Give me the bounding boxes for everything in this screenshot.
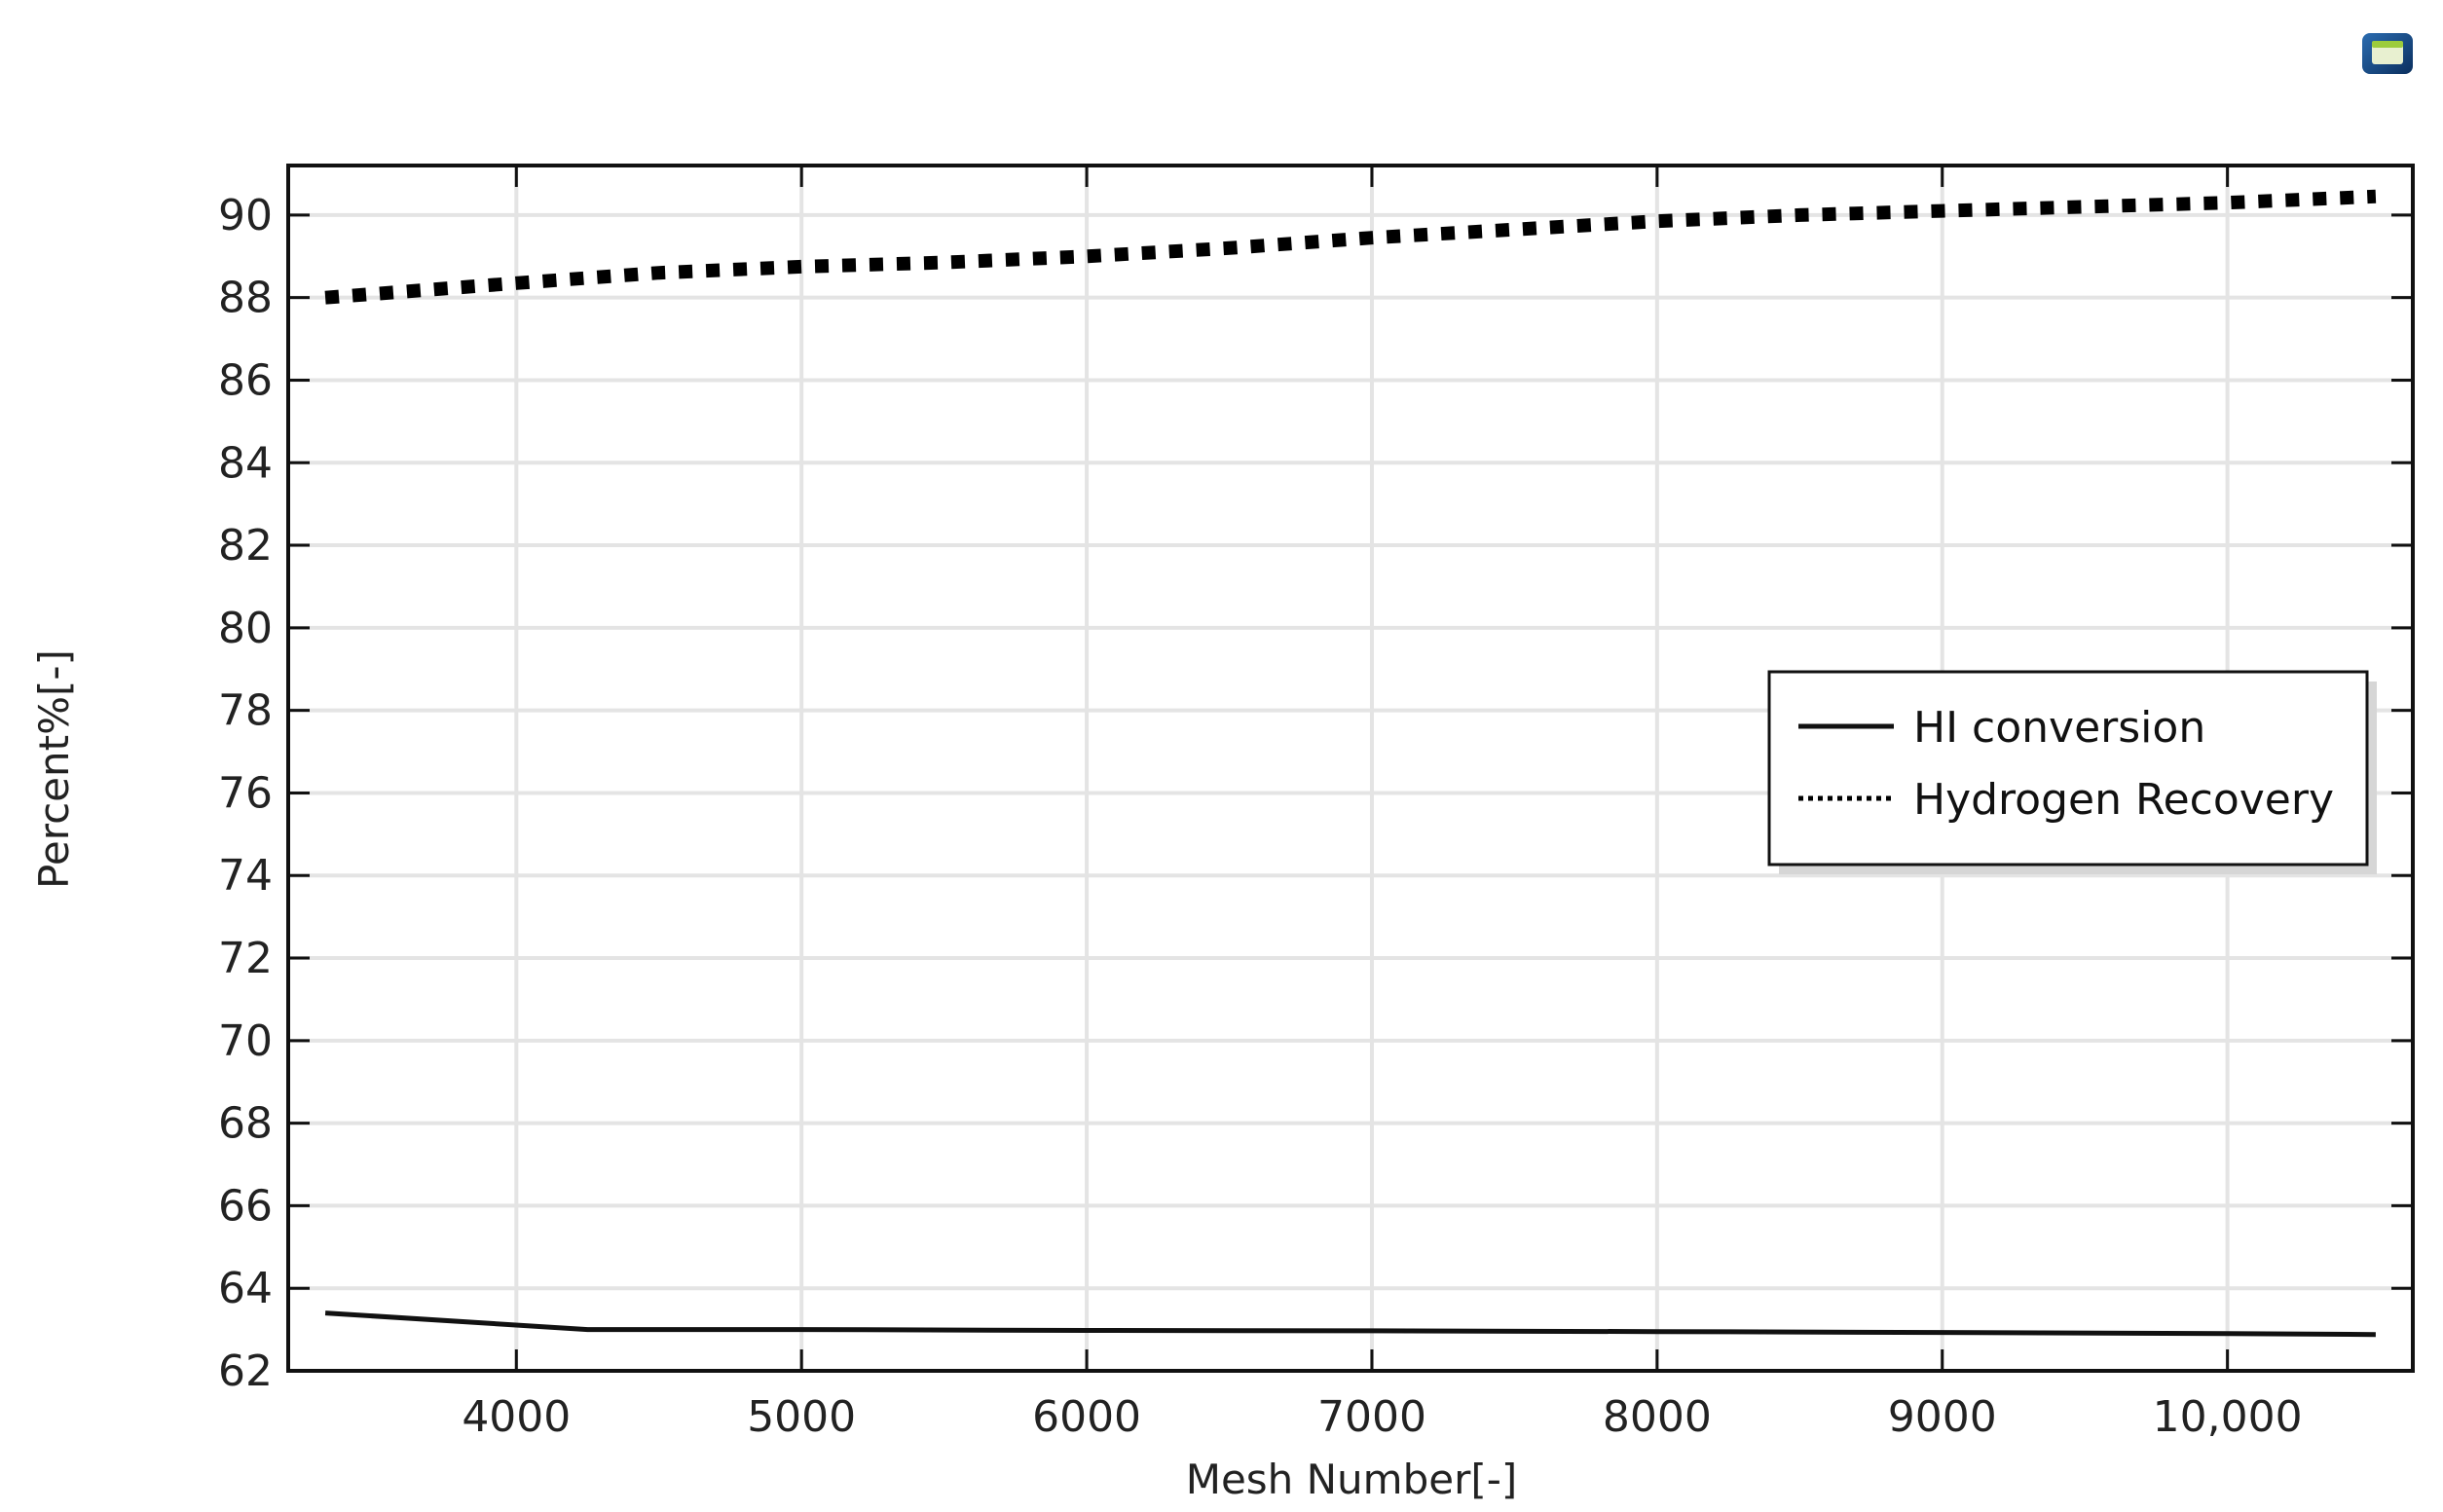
y-axis-title: Percent%[-] — [30, 649, 78, 889]
y-tick-label: 90 — [218, 191, 273, 240]
x-tick-label: 10,000 — [2153, 1392, 2303, 1442]
y-tick-label: 66 — [218, 1181, 273, 1231]
y-tick-label: 88 — [218, 274, 273, 323]
y-tick-label: 70 — [218, 1016, 273, 1066]
y-tick-label: 64 — [218, 1264, 273, 1313]
x-tick-label: 4000 — [462, 1392, 571, 1442]
x-tick-label: 5000 — [747, 1392, 856, 1442]
ticks: 62 64 66 68 70 72 74 76 78 80 82 84 86 88 90 4000 5000 60… — [218, 166, 2413, 1442]
x-tick-label: 7000 — [1317, 1392, 1426, 1442]
y-tick-label: 82 — [218, 521, 273, 571]
y-tick-label: 68 — [218, 1099, 273, 1149]
y-tick-label: 62 — [218, 1346, 273, 1396]
legend-box — [1767, 670, 2369, 867]
x-tick-label: 8000 — [1603, 1392, 1712, 1442]
y-tick-label: 76 — [218, 768, 273, 818]
series-line-2 — [324, 189, 2377, 305]
y-tick-label: 86 — [218, 355, 273, 405]
y-tick-label: 78 — [218, 686, 273, 736]
app-window-icon[interactable] — [2360, 29, 2415, 78]
legend: HI conversion Hydrogen Recovery — [1767, 670, 2377, 874]
y-tick-label: 74 — [218, 851, 273, 901]
plot-frame — [286, 164, 2415, 1373]
x-tick-label: 6000 — [1032, 1392, 1141, 1442]
y-tick-label: 72 — [218, 934, 273, 983]
x-axis-title: Mesh Number[-] — [1186, 1456, 1518, 1503]
y-tick-label: 84 — [218, 438, 273, 488]
x-tick-label: 9000 — [1888, 1392, 1997, 1442]
series-layer — [324, 189, 2377, 1338]
legend-label-1: HI conversion — [1913, 703, 2205, 753]
legend-label-2: Hydrogen Recovery — [1913, 775, 2334, 825]
y-tick-label: 80 — [218, 604, 273, 653]
series-line-1 — [324, 1310, 2376, 1338]
